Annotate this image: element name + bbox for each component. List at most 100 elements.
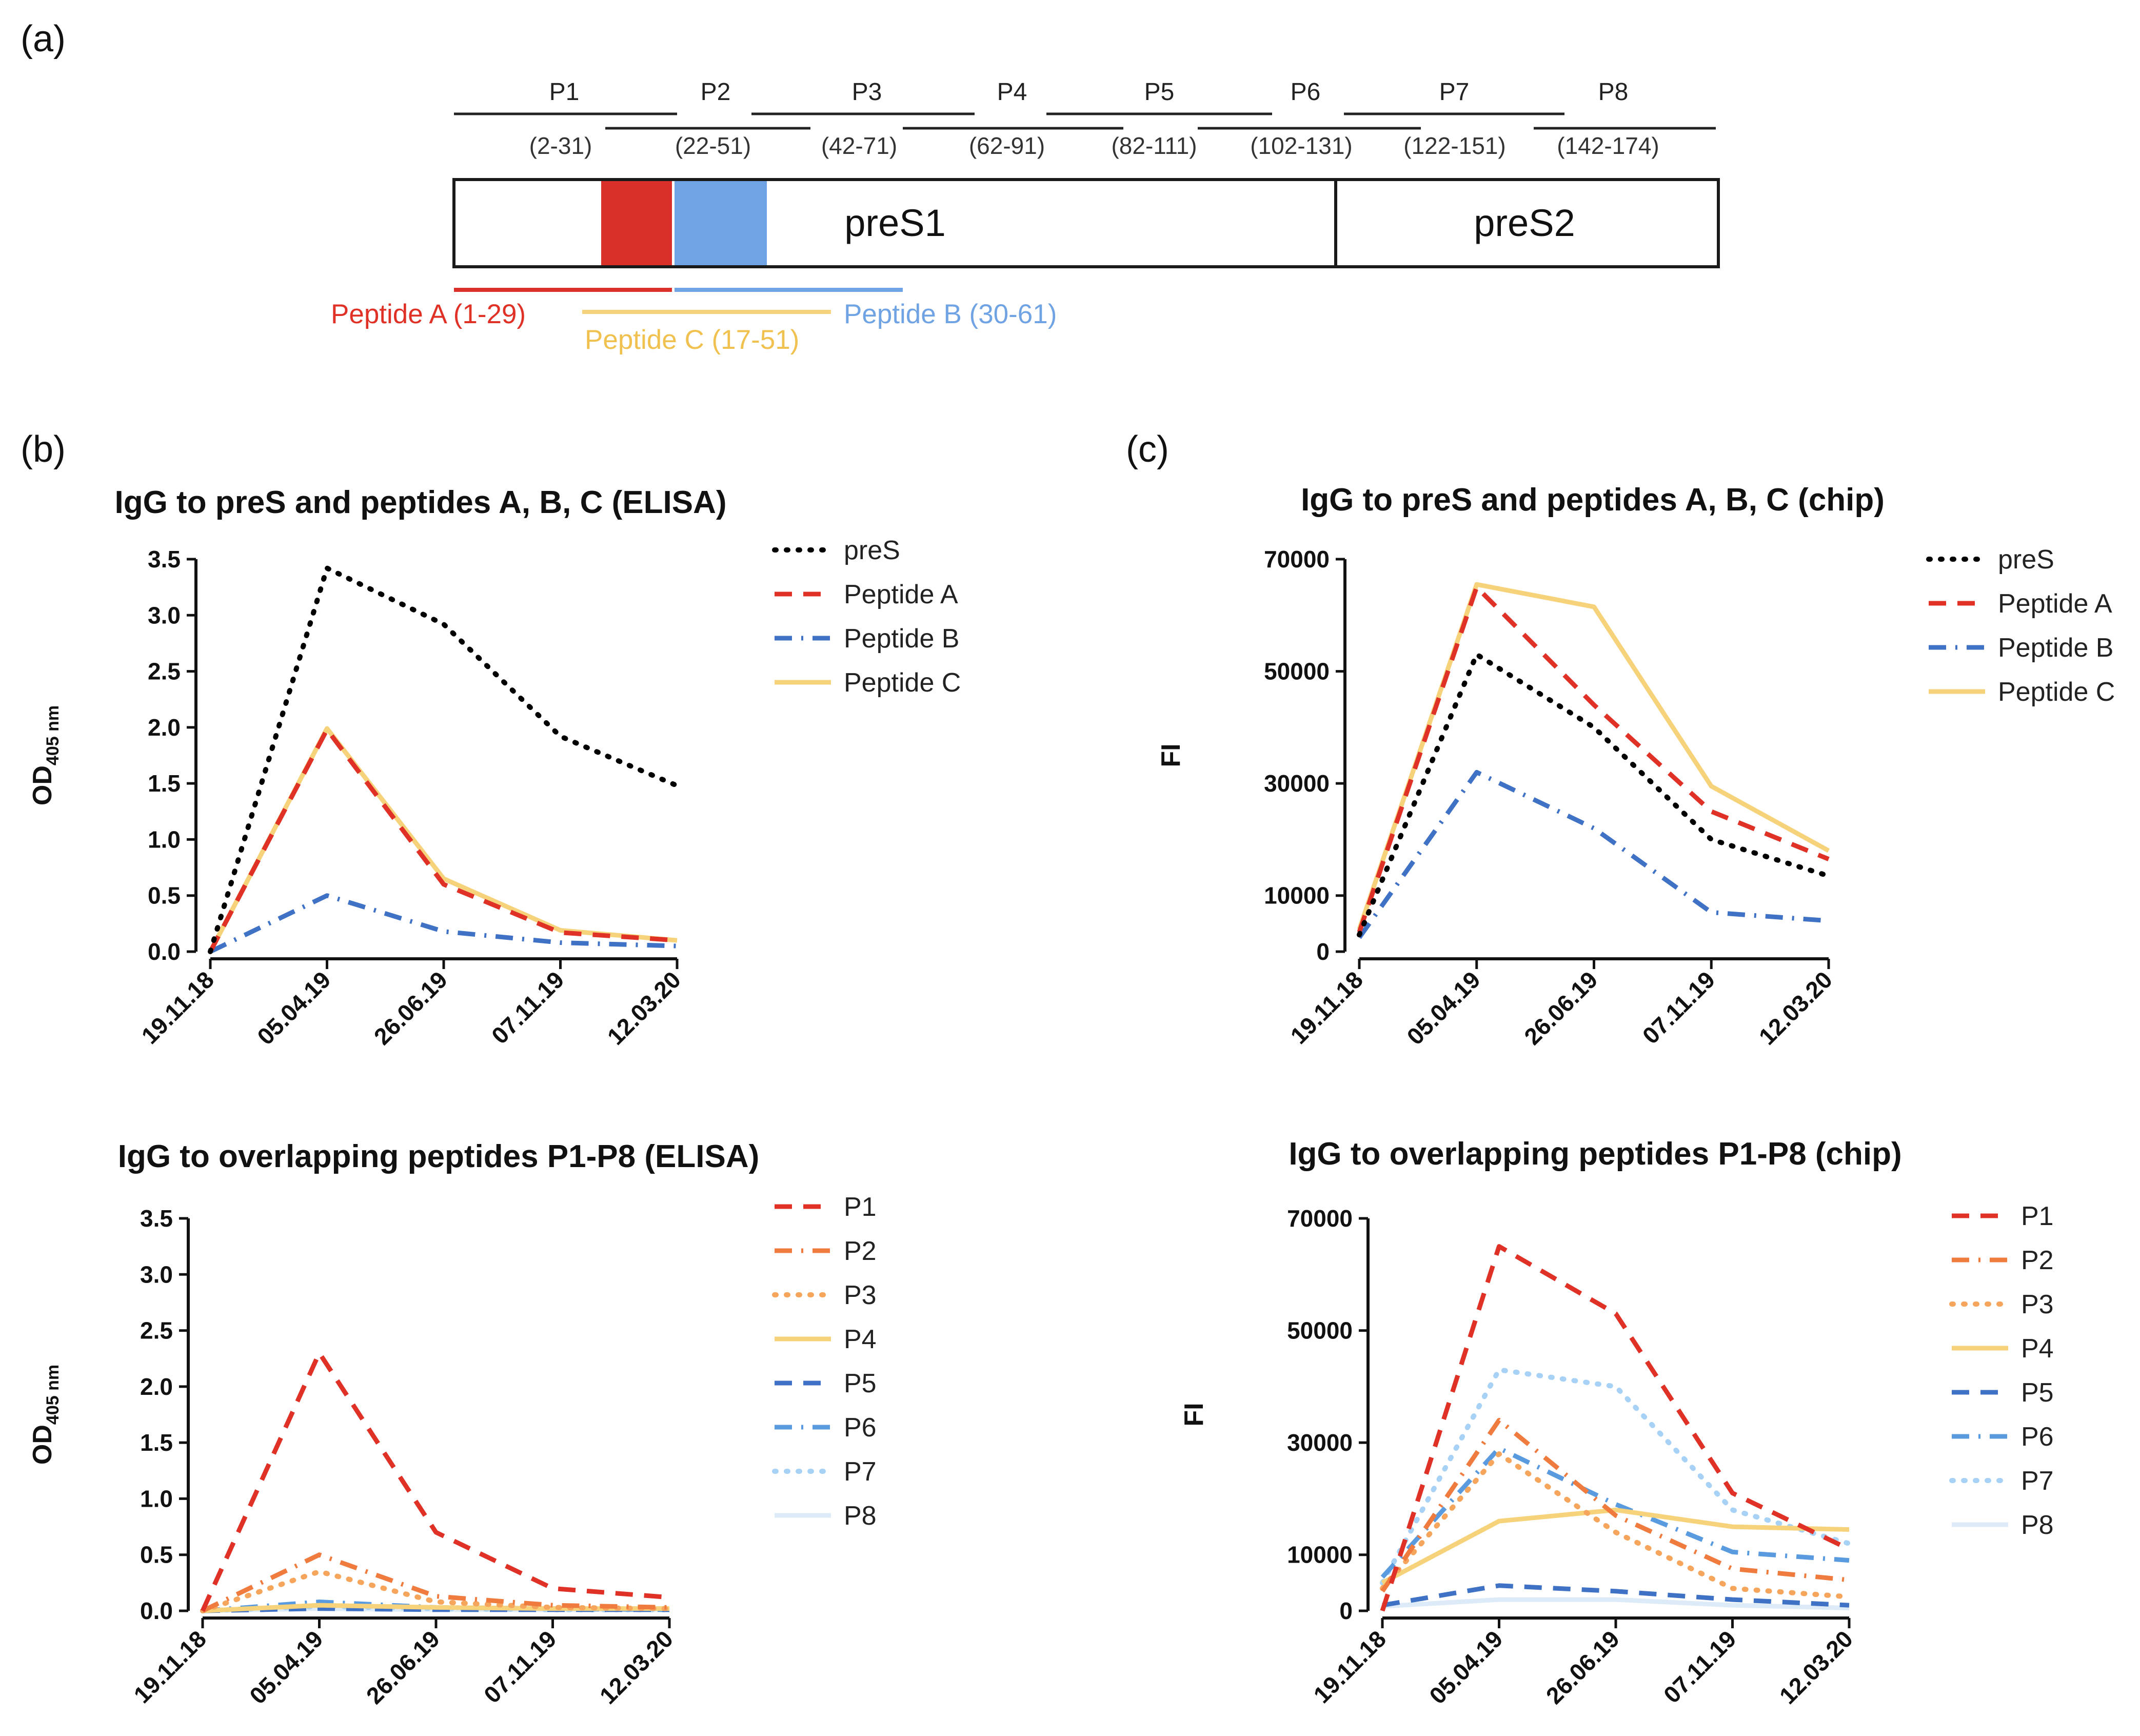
y-axis-label: FI [1179, 1403, 1209, 1426]
peptide-range-p2: (22-51) [675, 132, 751, 159]
panel-label-c: (c) [1126, 429, 1169, 470]
y-axis-label: FI [1156, 743, 1186, 767]
series-line-p2 [202, 1552, 670, 1613]
y-axis-label-main: OD [28, 1425, 57, 1465]
y-tick-label: 0 [1339, 1597, 1353, 1624]
legend-label: P7 [844, 1457, 877, 1487]
y-axis-label-sub: 405 nm [43, 705, 63, 765]
legend-label: P6 [2021, 1422, 2054, 1452]
y-tick-label: 0.5 [140, 1542, 173, 1568]
legend-label: P1 [2021, 1201, 2054, 1231]
x-tick-label: 26.06.19 [1541, 1625, 1624, 1709]
peptide-b-region [675, 181, 767, 265]
legend-label: Peptide C [1998, 677, 2115, 707]
series-line-p7 [1380, 1367, 1852, 1586]
peptide-name-p5: P5 [1144, 78, 1175, 106]
x-tick-label: 19.11.18 [1308, 1625, 1391, 1708]
series-line-peptide-b [1357, 770, 1829, 939]
y-tick-label: 3.0 [140, 1261, 173, 1288]
x-tick-label: 19.11.18 [1285, 966, 1368, 1049]
chart-title: IgG to overlapping peptides P1-P8 (chip) [1289, 1136, 1901, 1172]
chart-title: IgG to overlapping peptides P1-P8 (ELISA… [118, 1139, 759, 1174]
peptide-name-p6: P6 [1291, 78, 1321, 106]
x-tick-label: 12.03.20 [1754, 966, 1837, 1050]
y-tick-label: 3.5 [140, 1205, 173, 1232]
y-tick-label: 70000 [1287, 1205, 1353, 1232]
peptide-range-p4: (62-91) [969, 132, 1045, 159]
series-line-p6 [1380, 1446, 1850, 1579]
legend-label: preS [1998, 545, 2054, 575]
series-line-p3 [200, 1569, 672, 1613]
legend-label: preS [844, 536, 900, 565]
peptide-name-p7: P7 [1439, 78, 1470, 106]
series-line-p5 [1382, 1583, 1850, 1608]
pres-box [452, 178, 1720, 268]
legend-label: Peptide A [1998, 589, 2112, 619]
x-tick-label: 07.11.19 [1658, 1625, 1741, 1708]
peptide-range-p5: (82-111) [1111, 132, 1197, 159]
legend-label: P8 [844, 1501, 877, 1531]
chart-title: IgG to preS and peptides A, B, C (chip) [1301, 482, 1885, 518]
x-tick-label: 05.04.19 [1424, 1625, 1508, 1709]
legend-label: Peptide B [1998, 633, 2114, 663]
x-tick-label: 19.11.18 [136, 966, 219, 1049]
pres1-label: preS1 [844, 202, 945, 244]
series-line-pres [1357, 652, 1831, 938]
x-tick-label: 26.06.19 [369, 966, 452, 1050]
legend-label: Peptide A [844, 580, 958, 609]
y-tick-label: 3.0 [148, 602, 181, 628]
peptide-b-label: Peptide B (30-61) [844, 299, 1057, 329]
x-tick-label: 12.03.20 [1774, 1625, 1858, 1709]
y-tick-label: 70000 [1264, 546, 1330, 573]
x-tick-label: 26.06.19 [1519, 966, 1602, 1050]
series-line-p4 [1381, 1507, 1850, 1585]
legend-label: Peptide B [844, 624, 960, 654]
x-tick-label: 07.11.19 [486, 966, 569, 1049]
pres2-label: preS2 [1474, 202, 1575, 244]
series-line-p2 [1380, 1417, 1850, 1593]
legend-label: P4 [2021, 1334, 2054, 1364]
y-axis-label-main: FI [1156, 743, 1186, 767]
peptide-a-label: Peptide A (1-29) [331, 299, 526, 329]
legend-label: P3 [844, 1280, 877, 1310]
series-line-peptide-b [209, 893, 678, 954]
y-axis-label: OD405 nm [28, 705, 63, 805]
x-tick-label: 26.06.19 [361, 1625, 445, 1709]
peptide-name-p2: P2 [701, 78, 731, 106]
legend-label: P3 [2021, 1290, 2054, 1319]
y-tick-label: 0.5 [148, 882, 181, 909]
pres-schematic: P1 (2-31) P2 (22-51) P3 (42-71) P4 (62-91) P5 (82… [454, 78, 1716, 159]
series-line-p8 [1382, 1597, 1850, 1610]
series-line-peptide-a [208, 727, 678, 953]
legend-label: P2 [2021, 1246, 2054, 1275]
peptide-name-p1: P1 [549, 78, 580, 106]
series-line-p1 [200, 1350, 670, 1612]
y-tick-label: 3.5 [148, 546, 181, 573]
y-tick-label: 2.0 [148, 714, 181, 741]
y-axis-label-main: OD [28, 765, 57, 805]
peptide-a-region [601, 181, 672, 265]
x-tick-label: 05.04.19 [252, 966, 335, 1050]
x-tick-label: 07.11.19 [1637, 966, 1720, 1049]
peptide-name-p3: P3 [852, 78, 882, 106]
y-tick-label: 1.5 [140, 1429, 173, 1456]
y-tick-label: 2.5 [140, 1317, 173, 1344]
y-axis-label-main: FI [1179, 1403, 1209, 1426]
y-tick-label: 0.0 [148, 938, 181, 965]
peptide-name-p4: P4 [997, 78, 1027, 106]
y-tick-label: 30000 [1264, 770, 1330, 797]
legend-label: P5 [2021, 1378, 2054, 1408]
peptide-range-p3: (42-71) [821, 132, 897, 159]
peptide-range-p6: (102-131) [1250, 132, 1352, 159]
series-line-peptide-c [1357, 582, 1830, 930]
x-tick-label: 07.11.19 [479, 1625, 562, 1708]
chart-chip-p1p8: IgG to overlapping peptides P1-P8 (chip)… [1179, 1136, 2054, 1709]
legend-label: P4 [844, 1325, 877, 1354]
chart-elisa-abc: IgG to preS and peptides A, B, C (ELISA)… [28, 485, 961, 1050]
y-tick-label: 50000 [1264, 658, 1330, 685]
panel-label-b: (b) [21, 429, 66, 470]
peptide-c-label: Peptide C (17-51) [585, 325, 799, 355]
y-tick-label: 1.5 [148, 770, 181, 797]
legend-label: P5 [844, 1369, 877, 1398]
